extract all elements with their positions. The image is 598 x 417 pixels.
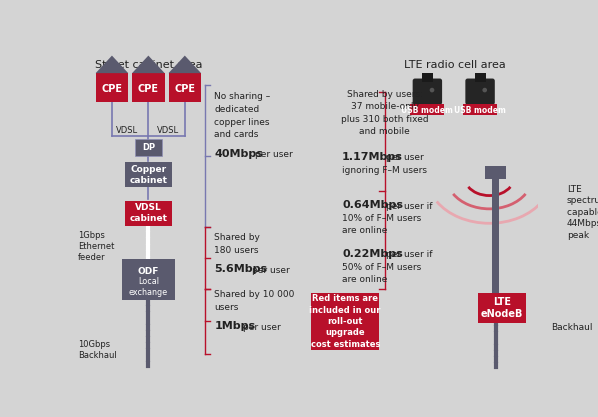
Text: Shared by 10 000: Shared by 10 000 (214, 290, 295, 299)
Bar (96, 73, 128, 103)
Text: CPE: CPE (138, 84, 159, 94)
Text: per user if: per user if (386, 250, 433, 259)
Text: 5.6Mbps: 5.6Mbps (214, 264, 267, 274)
Text: per user: per user (243, 323, 280, 332)
Text: are online: are online (342, 275, 388, 284)
Bar (135, 139, 161, 156)
Text: 1Mbps: 1Mbps (214, 321, 255, 331)
Bar (125, 163, 172, 187)
Text: 1.17Mbps: 1.17Mbps (342, 152, 403, 162)
FancyBboxPatch shape (413, 78, 442, 105)
Text: plus 310 both fixed: plus 310 both fixed (341, 115, 429, 124)
Text: CPE: CPE (102, 84, 123, 94)
Bar (422, 73, 433, 83)
Text: Copper
cabinet: Copper cabinet (129, 165, 167, 185)
Polygon shape (169, 55, 201, 73)
Text: No sharing –: No sharing – (214, 93, 270, 101)
Bar (485, 166, 507, 179)
Polygon shape (96, 55, 128, 73)
Text: USB modem: USB modem (454, 106, 506, 116)
Text: users: users (214, 303, 239, 311)
Text: Local
exchange: Local exchange (129, 277, 168, 297)
Bar (125, 201, 172, 226)
Bar (122, 259, 175, 299)
Text: Red items are
included in our
roll-out
upgrade
cost estimates: Red items are included in our roll-out u… (310, 294, 381, 349)
Text: 10% of F–M users: 10% of F–M users (342, 214, 422, 223)
Text: are online: are online (342, 226, 388, 235)
Text: CPE: CPE (174, 84, 196, 94)
Text: per user if: per user if (386, 202, 433, 211)
Bar (478, 293, 526, 324)
Text: dedicated: dedicated (214, 106, 260, 115)
Text: VDSL: VDSL (117, 126, 139, 135)
Text: 37 mobile-only: 37 mobile-only (351, 103, 419, 111)
Bar (410, 104, 444, 116)
Text: Shared by users:: Shared by users: (347, 90, 423, 99)
Bar (132, 73, 164, 103)
Text: LTE
spectrum
capable of
44Mbps
peak: LTE spectrum capable of 44Mbps peak (567, 185, 598, 240)
Circle shape (483, 88, 487, 93)
Text: DP: DP (142, 143, 155, 152)
Text: 1Gbps
Ethernet
feeder: 1Gbps Ethernet feeder (78, 231, 114, 262)
Bar (311, 293, 379, 350)
Circle shape (430, 88, 434, 93)
Text: Backhaul: Backhaul (551, 323, 593, 332)
Text: 0.22Mbps: 0.22Mbps (342, 249, 403, 259)
Text: LTE
eNodeB: LTE eNodeB (481, 297, 523, 319)
Text: and cards: and cards (214, 130, 258, 139)
Text: Street cabinet area: Street cabinet area (94, 60, 202, 70)
Text: and mobile: and mobile (359, 127, 410, 136)
Text: 180 users: 180 users (214, 246, 259, 255)
Polygon shape (132, 55, 164, 73)
Text: USB modem: USB modem (401, 106, 453, 116)
Text: ODF: ODF (138, 267, 159, 276)
Text: LTE radio cell area: LTE radio cell area (404, 60, 505, 70)
FancyBboxPatch shape (465, 78, 495, 105)
Text: 0.64Mbps: 0.64Mbps (342, 200, 403, 210)
Bar (463, 104, 497, 116)
Bar (475, 73, 486, 83)
Bar (493, 179, 499, 296)
Text: per user: per user (252, 266, 290, 275)
Text: VDSL
cabinet: VDSL cabinet (129, 203, 167, 224)
Text: per user: per user (386, 153, 424, 162)
Text: 10Gbps
Backhaul: 10Gbps Backhaul (78, 340, 117, 360)
Text: ignoring F–M users: ignoring F–M users (342, 166, 427, 175)
Text: Shared by: Shared by (214, 233, 260, 242)
Text: 40Mbps: 40Mbps (214, 148, 263, 158)
Text: 50% of F–M users: 50% of F–M users (342, 263, 422, 271)
Text: copper lines: copper lines (214, 118, 270, 127)
Text: VDSL: VDSL (157, 126, 179, 135)
Text: per user: per user (255, 150, 293, 159)
Bar (169, 73, 201, 103)
